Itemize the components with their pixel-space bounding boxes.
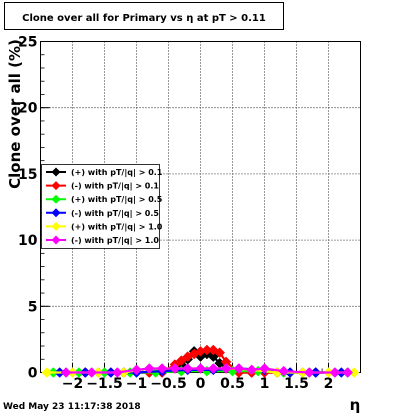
x-axis-title: η [350,396,361,414]
data-point [111,367,123,378]
legend-marker [51,181,61,191]
x-tick-label: 0 [196,376,206,392]
data-point [86,367,98,378]
legend-label: (+) with pT/|q| > 0.5 [71,195,163,204]
y-tick-label: 0 [28,366,38,382]
data-point [207,363,219,374]
legend-label: (+) with pT/|q| > 1.0 [71,222,163,231]
y-tick-label: 15 [18,167,37,183]
legend-marker [51,221,61,231]
legend-marker [51,208,61,218]
data-point [182,363,194,374]
legend-label: (-) with pT/|q| > 0.1 [71,182,159,191]
data-point [195,363,206,374]
data-point [233,363,245,374]
series-6 [60,363,354,378]
data-point [342,367,354,378]
data-point [207,351,219,362]
data-point [169,363,181,374]
legend-label: (-) with pT/|q| > 1.0 [71,236,159,245]
title-box [4,2,284,30]
y-tick-label: 20 [18,101,38,117]
chart-title: Clone over all for Primary vs η at pT > … [22,13,266,24]
series-layer [41,344,360,378]
x-tick-label: 1.5 [284,376,309,392]
x-tick-label: −1.5 [86,376,123,392]
x-tick-label: 0.5 [220,376,245,392]
legend-box [41,164,160,249]
data-point [131,364,142,376]
legend: (+) with pT/|q| > 0.1 (-) with pT/|q| > 0… [46,167,163,245]
legend-marker [51,194,61,204]
data-point [41,367,53,378]
legend-label: (+) with pT/|q| > 0.1 [71,168,163,177]
x-tick-label: 1 [260,376,270,392]
data-point [220,363,232,374]
x-tick-label: 2 [324,376,334,392]
data-point [246,364,258,376]
legend-marker [51,167,61,177]
data-point [143,363,155,374]
data-point [175,355,187,366]
data-point [60,367,72,378]
y-tick-label: 25 [18,35,37,51]
y-axis-title: Clone over all (%) [6,39,24,189]
data-point [214,347,226,358]
y-tick-label: 5 [28,299,38,315]
x-tick-label: −1 [126,376,147,392]
legend-label: (-) with pT/|q| > 0.5 [71,209,159,218]
x-tick-label: −0.5 [150,376,187,392]
legend-marker [51,235,61,245]
data-point [303,367,315,378]
x-tick-label: −2 [62,376,83,392]
y-tick-label: 10 [18,233,38,249]
timestamp: Wed May 23 11:17:38 2018 [3,402,141,412]
data-point [259,363,270,374]
data-point [278,365,290,377]
data-point [156,363,168,374]
data-point [329,367,341,378]
